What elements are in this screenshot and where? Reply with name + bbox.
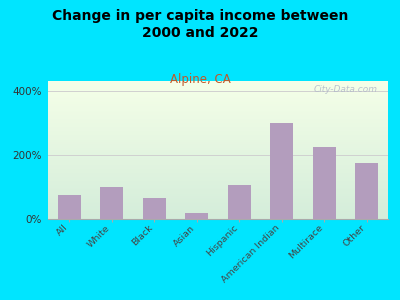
Bar	[58, 195, 81, 219]
Text: Change in per capita income between
2000 and 2022: Change in per capita income between 2000…	[52, 9, 348, 40]
Text: City-Data.com: City-Data.com	[314, 85, 378, 94]
Bar	[270, 123, 294, 219]
Bar	[100, 187, 124, 219]
Bar	[312, 147, 336, 219]
Bar	[228, 185, 251, 219]
Bar	[355, 163, 378, 219]
Bar	[185, 213, 208, 219]
Text: Alpine, CA: Alpine, CA	[170, 74, 230, 86]
Bar	[142, 198, 166, 219]
